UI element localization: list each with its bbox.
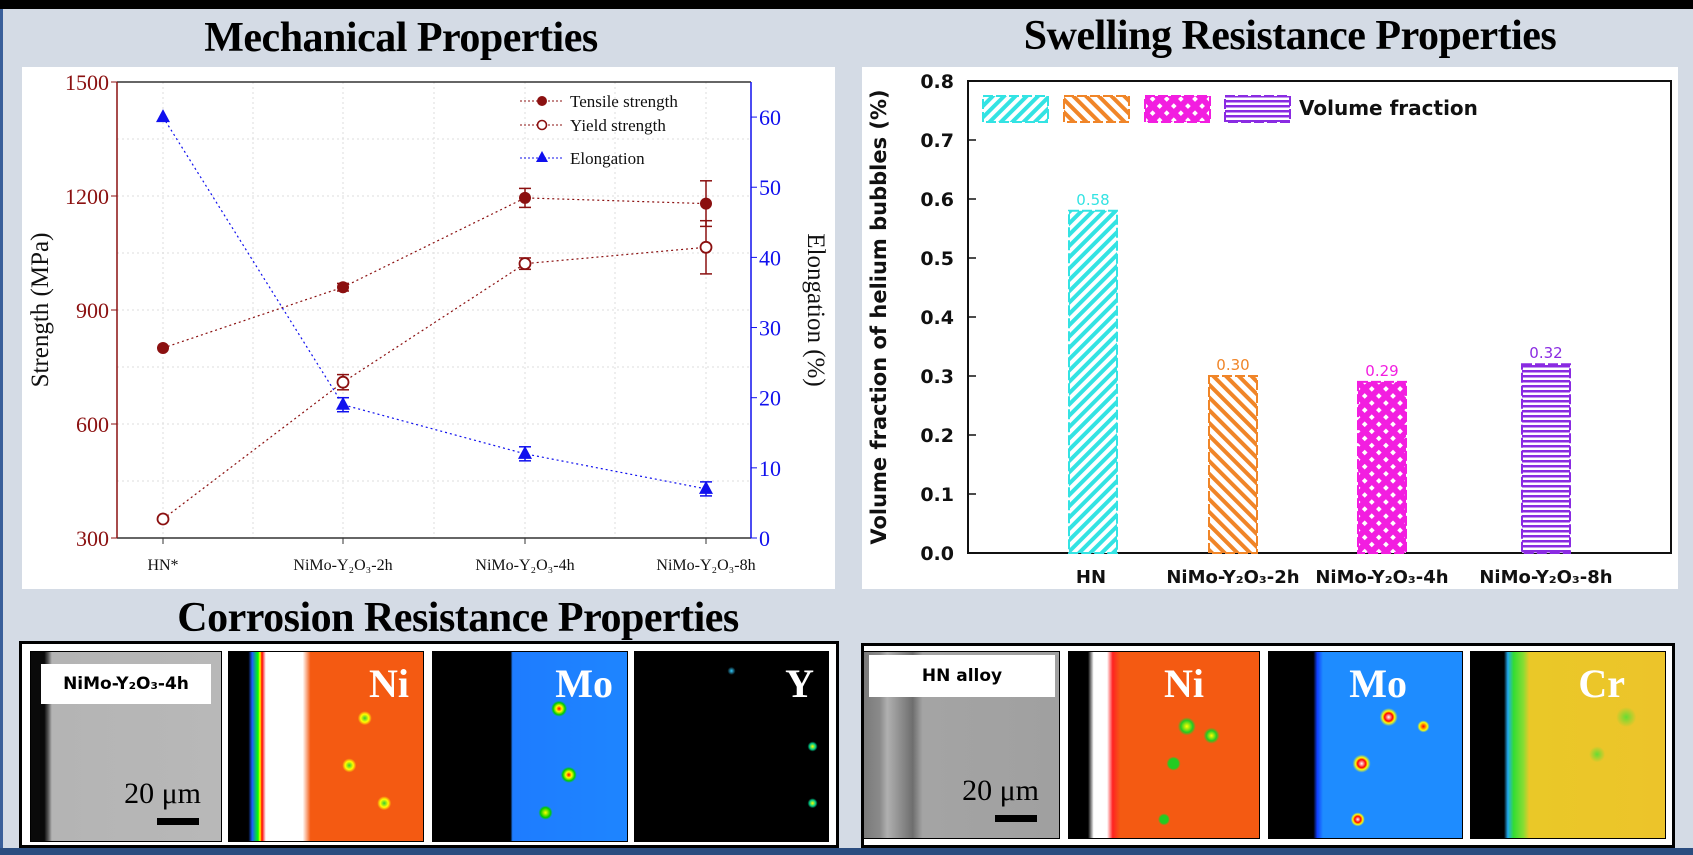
x-tick-label: NiMo-Y₂O₃-4h — [1315, 567, 1448, 588]
data-point — [700, 197, 712, 210]
y-axis-title: Strength (MPa) — [27, 233, 54, 388]
data-point — [336, 396, 350, 410]
data-point — [157, 342, 169, 354]
legend-label: Yield strength — [570, 116, 666, 135]
eds-map-ni-nimo: Ni — [228, 651, 424, 842]
element-label: Y — [785, 661, 814, 706]
scale-bar — [157, 818, 199, 825]
y-tick-label: 0.4 — [920, 307, 954, 329]
y-tick-label: 0.2 — [920, 425, 954, 447]
y-tick-label: 300 — [76, 526, 109, 551]
sem-image-hn: HN alloy 20 μm — [863, 651, 1060, 839]
bar — [1521, 363, 1571, 555]
data-point — [336, 375, 350, 389]
scale-bar — [995, 815, 1037, 822]
charts-svg: 300 600 900 1200 1500 0 10 20 30 40 50 60 HN* NiMo-Y₂… — [27, 70, 1672, 588]
element-label: Ni — [369, 661, 409, 706]
scale-label: 20 μm — [124, 777, 201, 810]
data-label: 0.32 — [1529, 344, 1562, 362]
y2-tick-label: 10 — [759, 456, 781, 481]
sample-label: HN alloy — [869, 655, 1055, 697]
x-tick-label: NiMo-Y₂O₃-8h — [656, 557, 755, 574]
series-line-2 — [162, 116, 707, 490]
legend-swatch — [982, 95, 1049, 123]
legend-label: Volume fraction — [1299, 96, 1478, 120]
y2-tick-label: 30 — [759, 316, 781, 341]
x-tick-label: HN — [1076, 567, 1106, 588]
data-label: 0.29 — [1365, 362, 1398, 380]
element-label: Cr — [1578, 661, 1625, 706]
mechanical-chart-panel — [22, 67, 835, 589]
element-label: Mo — [555, 661, 613, 706]
left-border — [0, 9, 3, 849]
legend-swatch — [1144, 95, 1211, 123]
corrosion-title: Corrosion Resistance Properties — [177, 595, 739, 641]
legend-marker — [536, 119, 548, 131]
data-point — [156, 512, 170, 526]
bar — [1208, 375, 1258, 554]
x-tick-label: NiMo-Y₂O₃-4h — [475, 557, 574, 574]
legend-swatch — [1224, 95, 1291, 123]
y2-tick-label: 40 — [759, 245, 781, 270]
x-tick-label: NiMo-Y₂O₃-8h — [1479, 567, 1612, 588]
eds-map-ni-hn: Ni — [1068, 651, 1260, 839]
y-tick-label: 600 — [76, 412, 109, 437]
y-tick-label: 0.5 — [920, 248, 954, 270]
swelling-title: Swelling Resistance Properties — [1023, 13, 1557, 59]
scale-label: 20 μm — [962, 774, 1039, 807]
y-tick-label: 0.0 — [920, 543, 954, 565]
bar — [1357, 380, 1407, 554]
y2-axis-title: Elongation (%) — [802, 233, 829, 386]
y-tick-label: 1200 — [65, 184, 109, 209]
bar — [1068, 209, 1118, 555]
y-tick-label: 0.1 — [920, 484, 954, 506]
y2-tick-label: 20 — [759, 386, 781, 411]
data-point — [519, 191, 531, 204]
eds-map-mo-hn: Mo — [1268, 651, 1463, 839]
data-label: 0.30 — [1216, 356, 1249, 374]
y-tick-label: 0.8 — [920, 71, 954, 93]
y-tick-label: 1500 — [65, 70, 109, 95]
y-axis-title: Volume fraction of helium bubbles (%) — [867, 89, 891, 544]
mechanical-title: Mechanical Properties — [204, 15, 598, 61]
data-point — [518, 257, 532, 271]
sem-image-nimo: NiMo-Y₂O₃-4h 20 μm — [30, 651, 222, 842]
y2-tick-label: 0 — [759, 526, 770, 551]
x-tick-label: NiMo-Y₂O₃-2h — [293, 557, 392, 574]
legend-label: Tensile strength — [570, 92, 678, 111]
legend-label: Elongation — [570, 149, 645, 168]
y-tick-label: 900 — [76, 298, 109, 323]
data-label: 0.58 — [1076, 191, 1109, 209]
y2-tick-label: 50 — [759, 175, 781, 200]
eds-map-y-nimo: Y — [634, 651, 829, 842]
y-tick-label: 0.7 — [920, 130, 954, 152]
eds-map-mo-nimo: Mo — [432, 651, 628, 842]
y2-tick-label: 60 — [759, 105, 781, 130]
sample-label: NiMo-Y₂O₃-4h — [41, 664, 211, 704]
legend-swatch — [1063, 95, 1130, 123]
series-line-0 — [162, 197, 707, 349]
y-tick-label: 0.3 — [920, 366, 954, 388]
data-point — [518, 445, 532, 459]
data-point — [337, 281, 349, 294]
top-border — [0, 0, 1693, 9]
y-tick-label: 0.6 — [920, 189, 954, 211]
bottom-border — [0, 848, 1693, 855]
x-tick-label: NiMo-Y₂O₃-2h — [1166, 567, 1299, 588]
legend-marker — [537, 96, 547, 106]
legend-marker — [536, 151, 548, 162]
element-label: Mo — [1349, 661, 1407, 706]
data-point — [699, 480, 713, 494]
data-point — [156, 109, 170, 123]
x-tick-label: HN* — [147, 557, 178, 574]
eds-map-cr-hn: Cr — [1470, 651, 1666, 839]
data-point — [699, 240, 713, 254]
element-label: Ni — [1164, 661, 1204, 706]
